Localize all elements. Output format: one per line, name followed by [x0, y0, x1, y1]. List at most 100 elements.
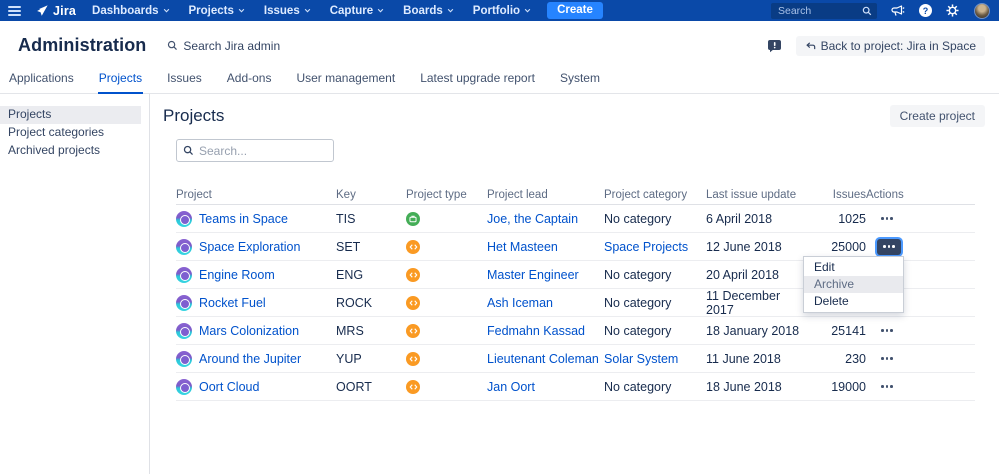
- section-title: Projects: [163, 106, 225, 125]
- project-avatar: [176, 210, 192, 227]
- more-actions-button[interactable]: [879, 353, 895, 364]
- tab-latest-upgrade-report[interactable]: Latest upgrade report: [420, 71, 535, 85]
- project-lead-link[interactable]: Joe, the Captain: [487, 211, 579, 226]
- project-key: ENG: [336, 267, 364, 282]
- hamburger-menu-icon[interactable]: [8, 5, 21, 16]
- more-actions-button[interactable]: [879, 325, 895, 336]
- admin-header: Administration Search Jira admin Back to…: [0, 21, 999, 56]
- context-menu-item-edit[interactable]: Edit: [814, 260, 835, 274]
- project-lead-link[interactable]: Ash Iceman: [487, 296, 554, 310]
- more-actions-button[interactable]: [879, 381, 895, 392]
- column-header-project-type: Project type: [406, 188, 467, 201]
- help-icon[interactable]: ?: [919, 4, 932, 17]
- last-issue-update: 6 April 2018: [706, 211, 773, 226]
- project-name-link[interactable]: Rocket Fuel: [199, 296, 266, 310]
- search-icon: [183, 145, 193, 155]
- jira-logo-text: Jira: [53, 3, 77, 18]
- sidebar-item-projects[interactable]: Projects: [0, 106, 141, 124]
- project-search[interactable]: [176, 139, 334, 162]
- project-type-cell: [406, 379, 487, 394]
- project-search-input[interactable]: [199, 143, 327, 158]
- nav-item-dashboards[interactable]: Dashboards: [92, 5, 169, 17]
- business-type-icon: [406, 211, 420, 226]
- column-header-last-issue-update: Last issue update: [706, 188, 797, 201]
- feedback-bubble-icon[interactable]: [767, 39, 782, 53]
- top-navigation-bar: Jira Dashboards Projects Issues Capture Boar…: [0, 0, 999, 21]
- project-name-link[interactable]: Space Exploration: [199, 239, 301, 254]
- project-avatar: [176, 350, 192, 367]
- nav-item-issues[interactable]: Issues: [264, 5, 311, 17]
- jira-logo[interactable]: Jira: [36, 4, 76, 18]
- table-row: Teams in Space TIS Joe, the Captain No cate…: [176, 205, 975, 233]
- column-header-project-category: Project category: [604, 188, 688, 201]
- project-name-link[interactable]: Engine Room: [199, 267, 275, 282]
- chevron-down-icon: [238, 8, 245, 13]
- project-lead-cell: Master Engineer: [487, 268, 604, 282]
- project-lead-cell: Het Masteen: [487, 240, 604, 254]
- project-type-cell: [406, 323, 487, 338]
- context-menu-item-archive[interactable]: Archive: [804, 276, 903, 293]
- nav-item-portfolio[interactable]: Portfolio: [473, 5, 531, 17]
- tab-projects[interactable]: Projects: [97, 71, 144, 94]
- tab-applications[interactable]: Applications: [9, 71, 74, 85]
- actions-cell: [866, 373, 975, 400]
- project-category-link[interactable]: Solar System: [604, 351, 679, 366]
- nav-item-capture[interactable]: Capture: [330, 5, 384, 17]
- tab-issues[interactable]: Issues: [167, 71, 202, 85]
- project-avatar: [176, 378, 192, 395]
- project-name-link[interactable]: Mars Colonization: [199, 323, 300, 338]
- tab-add-ons[interactable]: Add-ons: [226, 71, 272, 85]
- nav-item-projects[interactable]: Projects: [189, 5, 245, 17]
- project-cell: Oort Cloud: [176, 378, 336, 395]
- more-actions-button-active[interactable]: [877, 238, 901, 255]
- actions-context-menu: Edit Archive Delete: [803, 256, 904, 313]
- project-lead-cell: Joe, the Captain: [487, 212, 604, 226]
- project-lead-link[interactable]: Het Masteen: [487, 239, 558, 254]
- tab-system[interactable]: System: [559, 71, 600, 85]
- project-category-text: No category: [604, 267, 672, 282]
- admin-search[interactable]: Search Jira admin: [167, 39, 280, 53]
- project-lead-link[interactable]: Master Engineer: [487, 267, 579, 282]
- software-type-icon: [406, 351, 420, 366]
- project-lead-link[interactable]: Lieutenant Coleman: [487, 351, 599, 366]
- issues-count: 1025: [838, 211, 866, 226]
- project-category-text: No category: [604, 379, 672, 394]
- user-avatar[interactable]: [974, 2, 990, 19]
- more-actions-button[interactable]: [879, 213, 895, 224]
- global-search[interactable]: [771, 2, 877, 19]
- project-lead-cell: Lieutenant Coleman: [487, 352, 604, 366]
- chevron-down-icon: [163, 8, 169, 13]
- project-category-cell: No category: [604, 380, 706, 394]
- table-row: Rocket Fuel ROCK Ash Iceman No category 11 D…: [176, 289, 975, 317]
- back-to-project-button[interactable]: Back to project: Jira in Space: [795, 35, 985, 56]
- sidebar-item-project-categories[interactable]: Project categories: [8, 125, 105, 139]
- issues-count: 19000: [831, 379, 866, 394]
- project-type-cell: [406, 267, 487, 282]
- jira-logo-icon: [37, 5, 48, 16]
- megaphone-icon[interactable]: [891, 4, 905, 17]
- project-cell: Mars Colonization: [176, 322, 336, 339]
- project-name-link[interactable]: Teams in Space: [199, 211, 288, 226]
- software-type-icon: [406, 296, 420, 310]
- actions-cell: Edit Archive Delete: [803, 233, 975, 313]
- project-lead-cell: Ash Iceman: [487, 296, 604, 310]
- table-row: Around the Jupiter YUP Lieutenant Coleman S…: [176, 345, 975, 373]
- project-lead-link[interactable]: Fedmahn Kassad: [487, 323, 585, 338]
- global-search-input[interactable]: [778, 4, 862, 17]
- create-button[interactable]: Create: [547, 2, 603, 19]
- gear-icon[interactable]: [946, 4, 959, 17]
- create-project-button[interactable]: Create project: [889, 105, 985, 127]
- tab-user-management[interactable]: User management: [296, 71, 396, 85]
- sidebar-item-archived-projects[interactable]: Archived projects: [8, 143, 101, 157]
- project-name-link[interactable]: Around the Jupiter: [199, 351, 302, 366]
- context-menu-item-delete[interactable]: Delete: [814, 294, 849, 308]
- project-lead-link[interactable]: Jan Oort: [487, 379, 535, 394]
- project-type-cell: [406, 239, 487, 254]
- admin-tabs: Applications Projects Issues Add-ons User ma…: [0, 71, 999, 94]
- back-arrow-icon: [805, 41, 815, 49]
- top-nav-menu: Dashboards Projects Issues Capture Boards Por…: [92, 5, 531, 17]
- project-category-link[interactable]: Space Projects: [604, 239, 689, 254]
- nav-item-boards[interactable]: Boards: [403, 5, 454, 17]
- project-name-link[interactable]: Oort Cloud: [199, 379, 260, 394]
- back-to-project-label: Back to project: Jira in Space: [820, 38, 976, 53]
